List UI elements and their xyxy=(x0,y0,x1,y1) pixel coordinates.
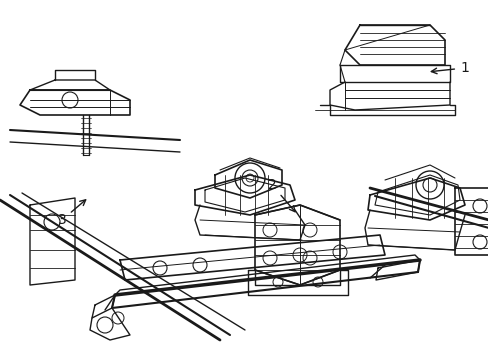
Text: 3: 3 xyxy=(58,200,85,227)
Text: 1: 1 xyxy=(430,61,468,75)
Text: 2: 2 xyxy=(267,178,295,212)
